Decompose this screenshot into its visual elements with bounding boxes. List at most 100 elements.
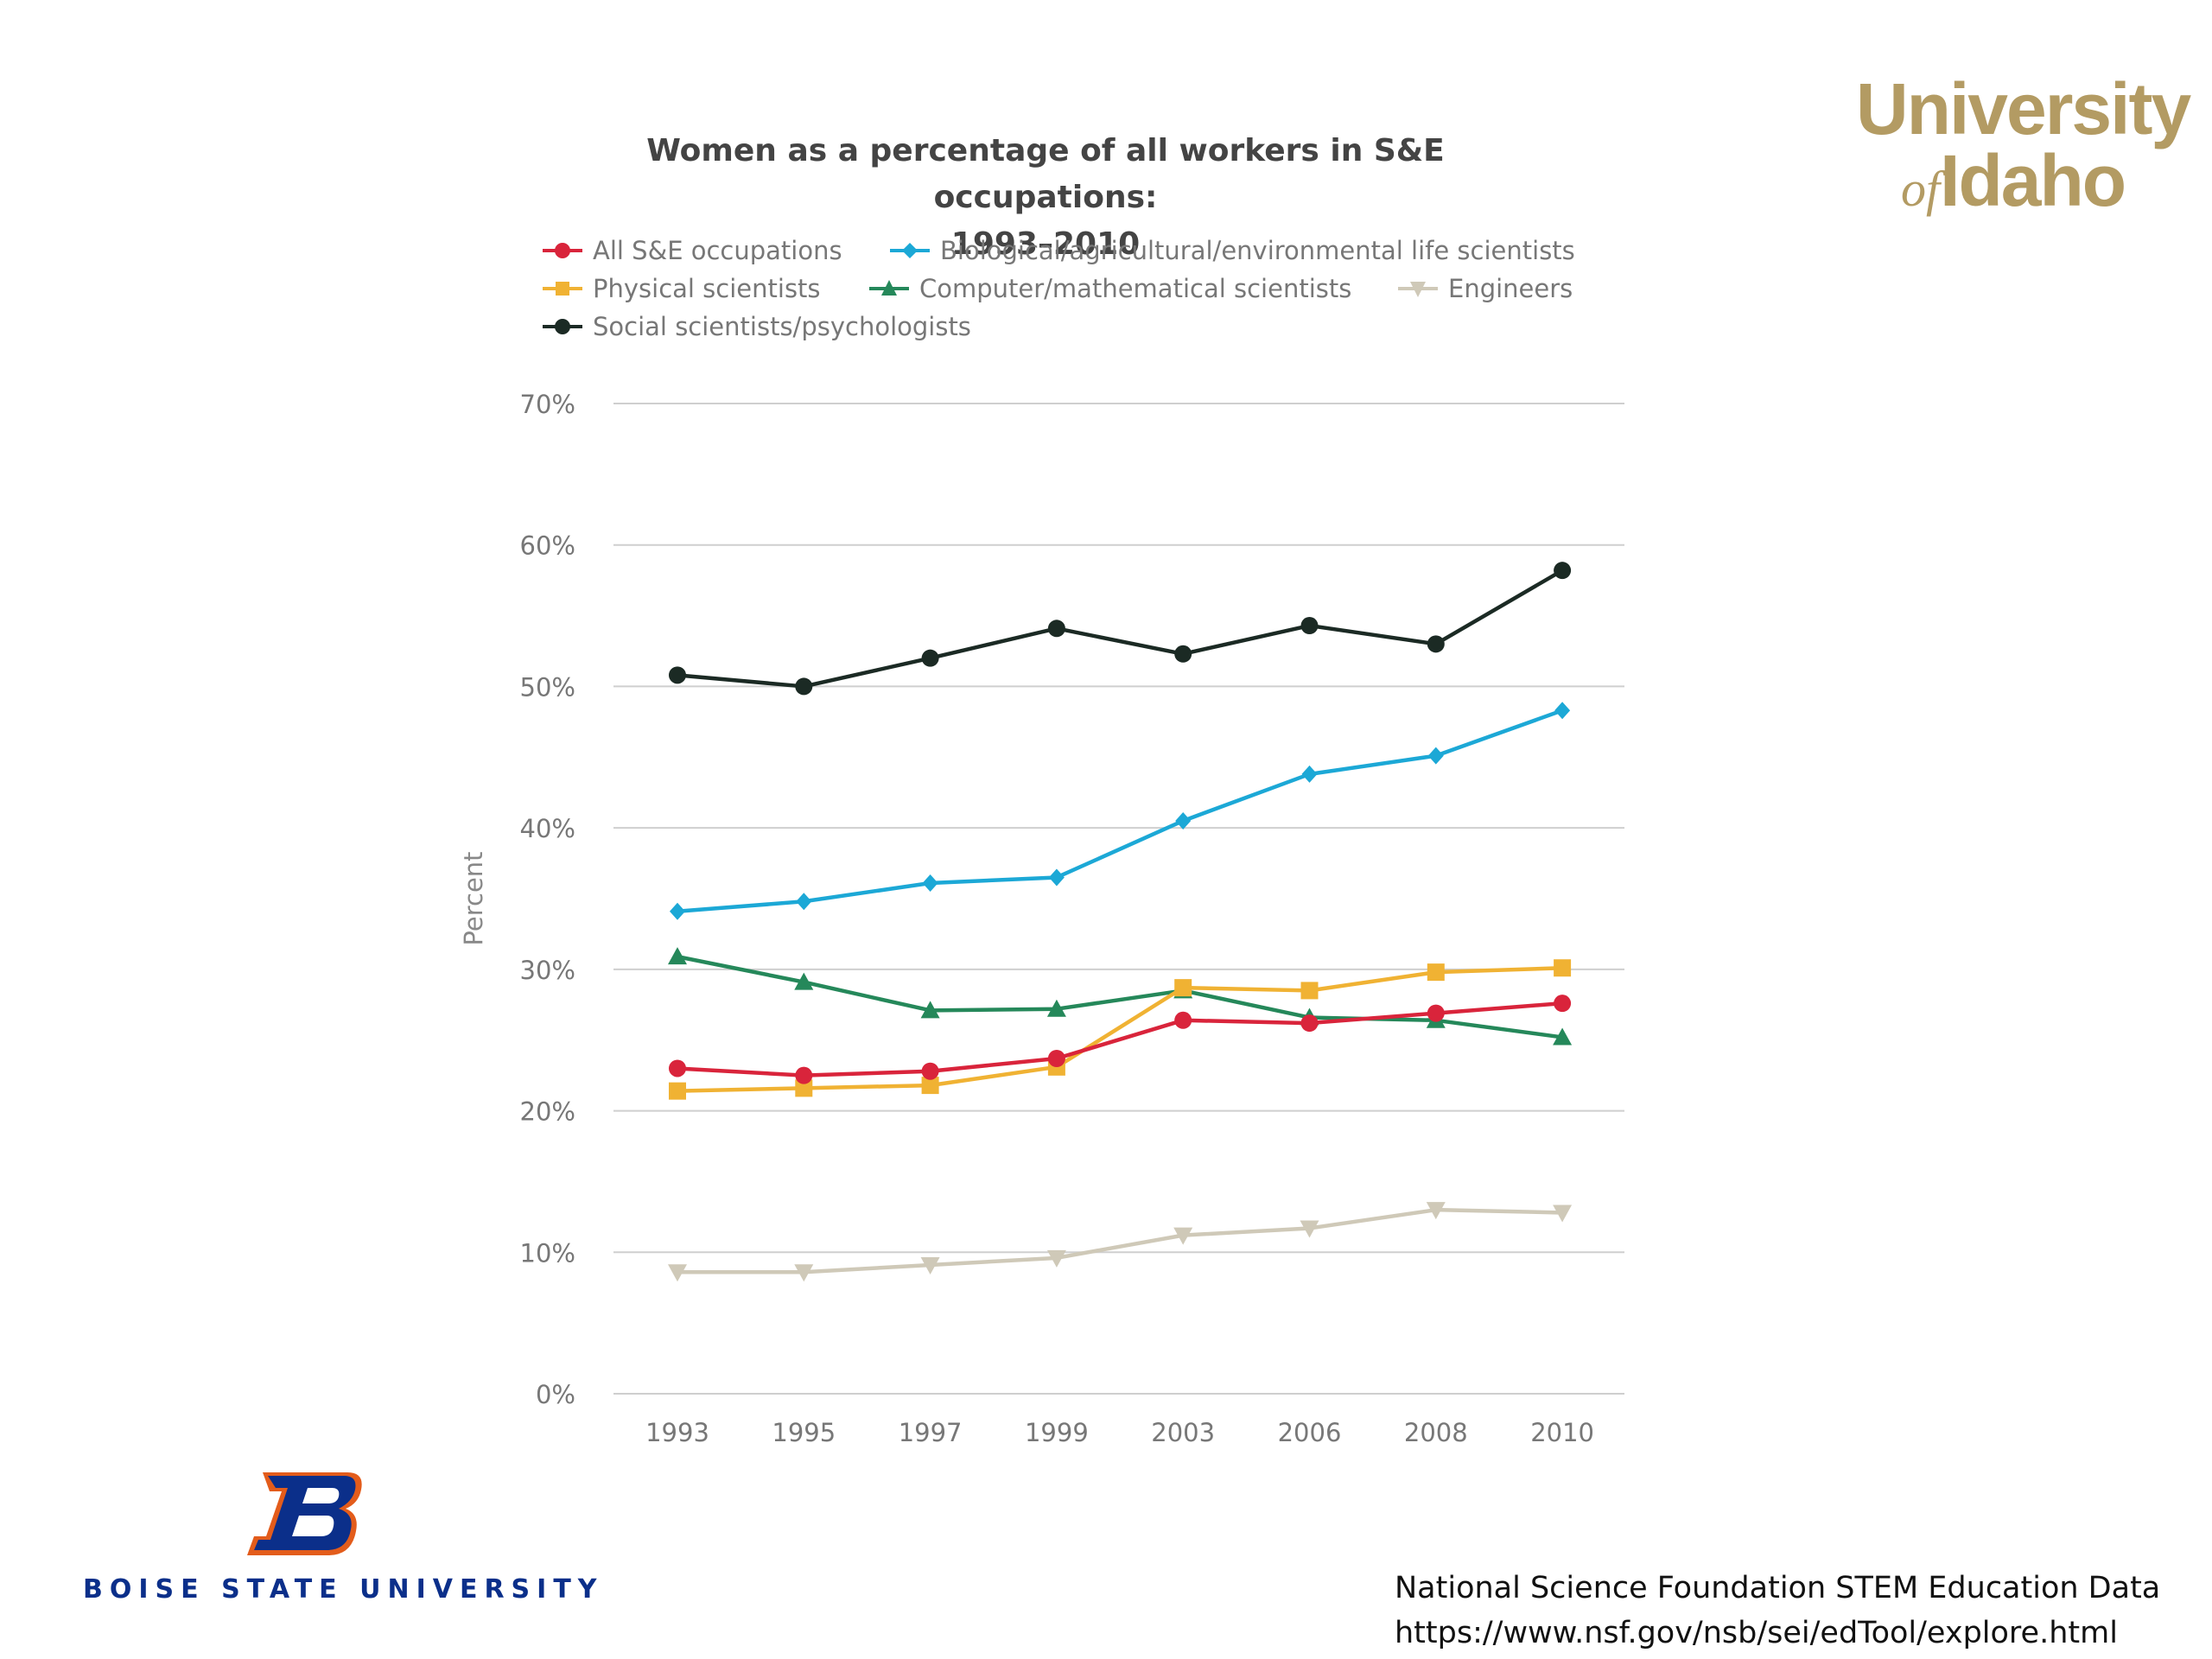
data-point (669, 1059, 686, 1077)
data-point (920, 1257, 940, 1275)
legend-label: Engineers (1448, 274, 1573, 303)
data-point (1174, 979, 1192, 997)
data-point (1553, 1205, 1573, 1223)
boise-state-b-logo-icon (247, 1472, 362, 1555)
x-tick-label: 2006 (1278, 1418, 1342, 1447)
data-point (1046, 999, 1066, 1017)
chart-title: Women as a percentage of all workers in … (536, 128, 1555, 268)
data-point (922, 874, 938, 892)
data-point (1048, 868, 1065, 887)
source-line-2: https://www.nsf.gov/nsb/sei/edTool/explo… (1395, 1616, 2118, 1650)
data-point (795, 1066, 813, 1084)
data-point (1554, 959, 1572, 977)
uidaho-of-text: of (1901, 161, 1941, 217)
legend-item-engineers: Engineers (1398, 271, 1573, 306)
chart-title-text: Women as a percentage of all workers in … (646, 133, 1445, 215)
x-tick-label: 2008 (1404, 1418, 1468, 1447)
legend-marker-square (543, 282, 582, 296)
legend-marker-circle (543, 243, 582, 258)
data-point (1554, 702, 1571, 720)
series-line (677, 1001, 1563, 1077)
x-tick-label: 1999 (1025, 1418, 1089, 1447)
series-social-scientists-psychologists (669, 562, 1572, 696)
y-tick-label: 50% (520, 672, 575, 702)
data-point (1175, 811, 1192, 830)
data-point (795, 677, 813, 696)
y-tick-label: 20% (520, 1097, 575, 1127)
legend-item-all-se: All S&E occupations (543, 233, 842, 268)
data-point (794, 1264, 814, 1282)
legend-item-computer: Computer/mathematical scientists (869, 271, 1351, 306)
data-point (921, 1062, 939, 1080)
data-point (1554, 562, 1572, 580)
data-point (1427, 635, 1445, 653)
data-point (669, 1082, 686, 1100)
y-tick-label: 70% (520, 390, 575, 419)
y-tick-label: 30% (520, 956, 575, 985)
data-point (795, 1079, 813, 1097)
legend-item-physical: Physical scientists (543, 271, 821, 306)
boise-state-wordmark: BOISE STATE UNIVERSITY (83, 1574, 604, 1605)
data-point (670, 902, 685, 920)
data-point (1173, 1227, 1193, 1245)
series-line (677, 965, 1563, 1093)
data-point (1553, 1027, 1573, 1046)
x-tick-label: 1993 (645, 1418, 709, 1447)
data-point (1047, 620, 1065, 638)
series-line (677, 954, 1563, 1039)
data-point (1300, 1220, 1319, 1238)
series-engineers (668, 1202, 1573, 1282)
legend-label: Social scientists/psychologists (593, 312, 971, 341)
data-point (796, 893, 812, 911)
data-point (1554, 995, 1572, 1013)
legend-label: All S&E occupations (593, 236, 842, 265)
data-point (1046, 1249, 1066, 1268)
legend-label: Physical scientists (593, 274, 821, 303)
university-of-idaho-logo: University ofIdaho (1856, 73, 2202, 238)
uidaho-of-idaho-text: ofIdaho (1901, 144, 2202, 238)
y-tick-label: 40% (520, 814, 575, 843)
data-point (1300, 982, 1319, 1000)
data-point (1300, 1014, 1319, 1033)
series-line (677, 569, 1564, 689)
data-point (1427, 747, 1444, 765)
legend-marker-circle (543, 319, 582, 334)
series-line (677, 709, 1563, 913)
y-tick-label: 0% (536, 1380, 575, 1409)
y-tick-label: 10% (520, 1238, 575, 1268)
source-citation: National Science Foundation STEM Educati… (1395, 1566, 2160, 1656)
series-line (677, 1207, 1563, 1274)
x-tick-label: 1997 (899, 1418, 963, 1447)
legend-marker-diamond (890, 243, 930, 258)
legend-item-social: Social scientists/psychologists (543, 309, 971, 344)
data-point (1301, 765, 1318, 783)
data-point (920, 1001, 940, 1019)
data-point (1427, 1004, 1445, 1022)
series-computer-mathematical-scientists (668, 947, 1573, 1046)
data-point (1174, 645, 1192, 663)
legend-marker-triangle-down (1398, 282, 1438, 297)
uidaho-idaho-text: Idaho (1940, 140, 2126, 221)
data-point (921, 649, 939, 667)
data-point (921, 1077, 939, 1095)
data-point (1426, 1202, 1446, 1220)
x-tick-label: 2003 (1151, 1418, 1215, 1447)
data-point (1300, 617, 1319, 635)
series-all-s-e-occupations (669, 995, 1572, 1084)
data-point (794, 972, 814, 990)
legend-label: Biological/agricultural/environmental li… (940, 236, 1575, 265)
data-point (1427, 963, 1445, 982)
source-line-1: National Science Foundation STEM Educati… (1395, 1571, 2161, 1605)
chart-subtitle-text: 1993–2010 (950, 226, 1141, 262)
uidaho-university-text: University (1856, 68, 2191, 149)
legend-item-biological: Biological/agricultural/environmental li… (890, 233, 1575, 268)
legend-label: Computer/mathematical scientists (919, 274, 1352, 303)
x-tick-label: 2010 (1530, 1418, 1594, 1447)
series-biological-agricultural-environmental-life-scientists (670, 702, 1571, 920)
data-point (668, 1264, 687, 1282)
data-point (1047, 1049, 1065, 1067)
data-point (668, 947, 687, 965)
data-point (669, 666, 686, 684)
y-tick-label: 60% (520, 531, 575, 561)
